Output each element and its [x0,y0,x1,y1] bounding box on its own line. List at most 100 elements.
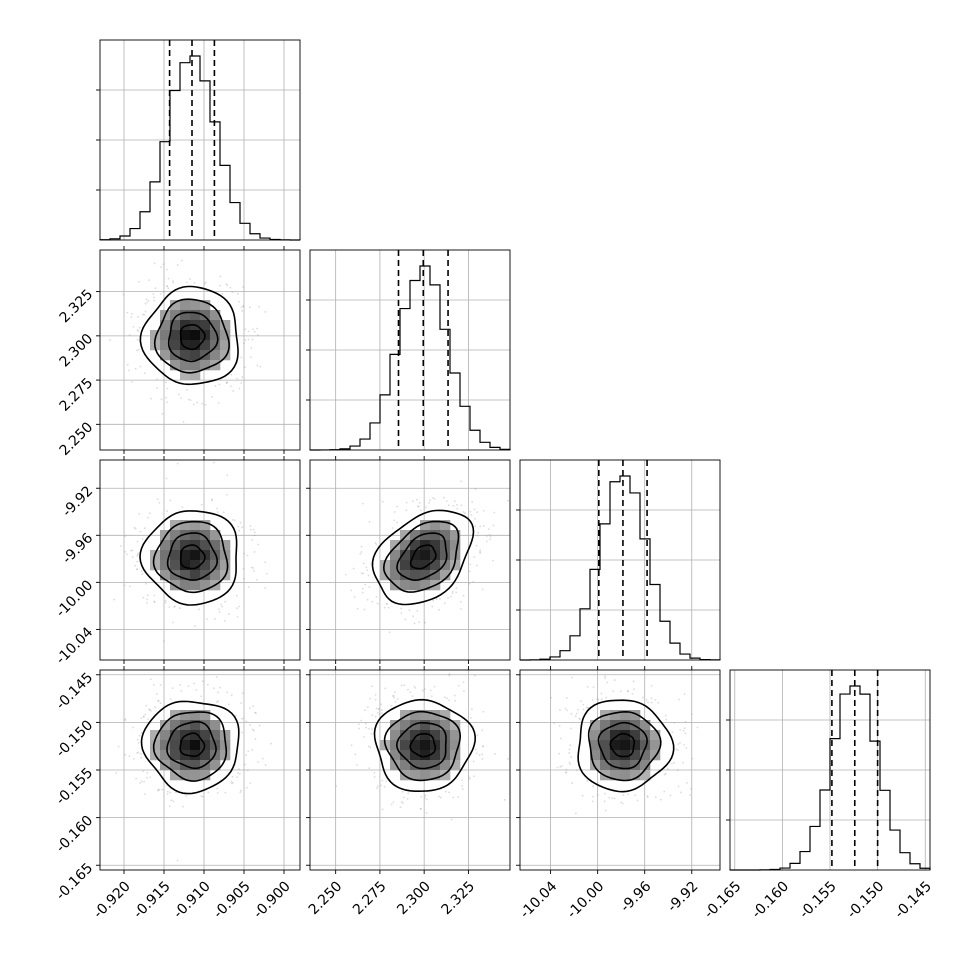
density-cell [160,340,171,351]
density-cell [400,530,411,541]
density-cell [160,550,171,561]
density-cell [430,730,441,741]
scatter-points [335,673,509,821]
x-tick-label: 2.250 [306,878,346,918]
density-cell [190,710,201,721]
density-cell [430,540,441,551]
y-tick-label: -9.92 [59,483,96,520]
histogram-2 [519,475,721,661]
density-cell [180,340,191,351]
density-cell [400,710,411,721]
density-cell [150,730,161,741]
density-cell [400,760,411,771]
density-cell [210,730,221,741]
density-cell [450,530,461,541]
density-cell [630,710,641,721]
density-cell [390,750,401,761]
density-cell [410,540,421,551]
density-cell [650,750,661,761]
density-cell [590,760,601,771]
density-cell [160,740,171,751]
contour-0 [609,732,636,758]
density-cell [650,730,661,741]
density-cell [400,570,411,581]
density-cell [150,330,161,341]
density-cell [220,750,231,761]
density-cell [390,560,401,571]
density-cell [610,750,621,761]
density-cell [190,350,201,361]
density-grid [380,710,461,781]
contour-1 [396,532,448,582]
density-cell [210,320,221,331]
density-cell [410,580,421,591]
density-cell [620,720,631,731]
density-cell [160,720,171,731]
density-cell [630,770,641,781]
density-cell [170,360,181,371]
panel-content [100,670,300,870]
density-cell [170,760,181,771]
panel-grid [100,460,300,660]
density-cell [430,570,441,581]
density-cell [180,350,191,361]
x-tick-label: 2.325 [439,878,479,918]
density-cell [200,580,211,591]
density-cell [190,580,201,591]
density-cell [190,550,201,561]
density-cell [220,330,231,341]
contour-2 [153,298,230,374]
density-cell [160,730,171,741]
density-cell [600,760,611,771]
density-cell [170,310,181,321]
scatter-panel-2-1 [306,456,511,664]
density-cell [400,730,411,741]
x-tick-label: -0.900 [251,878,294,921]
density-cell [160,570,171,581]
density-cell [440,720,451,731]
density-cell [170,750,181,761]
density-cell [440,570,451,581]
y-tick-label: -0.150 [53,717,96,760]
density-cell [450,740,461,751]
density-cell [180,310,191,321]
density-cell [600,740,611,751]
density-cell [410,770,421,781]
density-cell [430,520,441,531]
density-cell [420,550,431,561]
contour-3 [373,698,477,792]
contour-2 [383,710,462,782]
histogram-panel-2 [516,459,721,661]
x-tick-label: -0.920 [91,878,134,921]
density-cell [220,350,231,361]
density-grid [150,300,231,381]
density-cell [170,300,181,311]
density-cell [180,300,191,311]
y-tick-label: -0.165 [53,860,96,903]
density-cell [170,540,181,551]
x-tick-label: -0.160 [749,878,792,921]
density-cell [380,560,391,571]
density-cell [420,580,431,591]
density-cell [210,560,221,571]
density-cell [640,770,651,781]
density-cell [210,540,221,551]
panel-frame [309,249,511,451]
density-cell [420,710,431,721]
density-cell [210,570,221,581]
density-cell [390,570,401,581]
density-cell [160,540,171,551]
density-cell [180,530,191,541]
x-tick-label: -9.92 [665,878,702,915]
density-cell [390,740,401,751]
density-cell [200,540,211,551]
density-cell [410,560,421,571]
contour-3 [371,509,475,606]
density-cell [200,530,211,541]
density-cell [610,770,621,781]
density-cell [190,360,201,371]
contour-2 [382,520,460,593]
density-cell [440,710,451,721]
density-cell [160,750,171,761]
